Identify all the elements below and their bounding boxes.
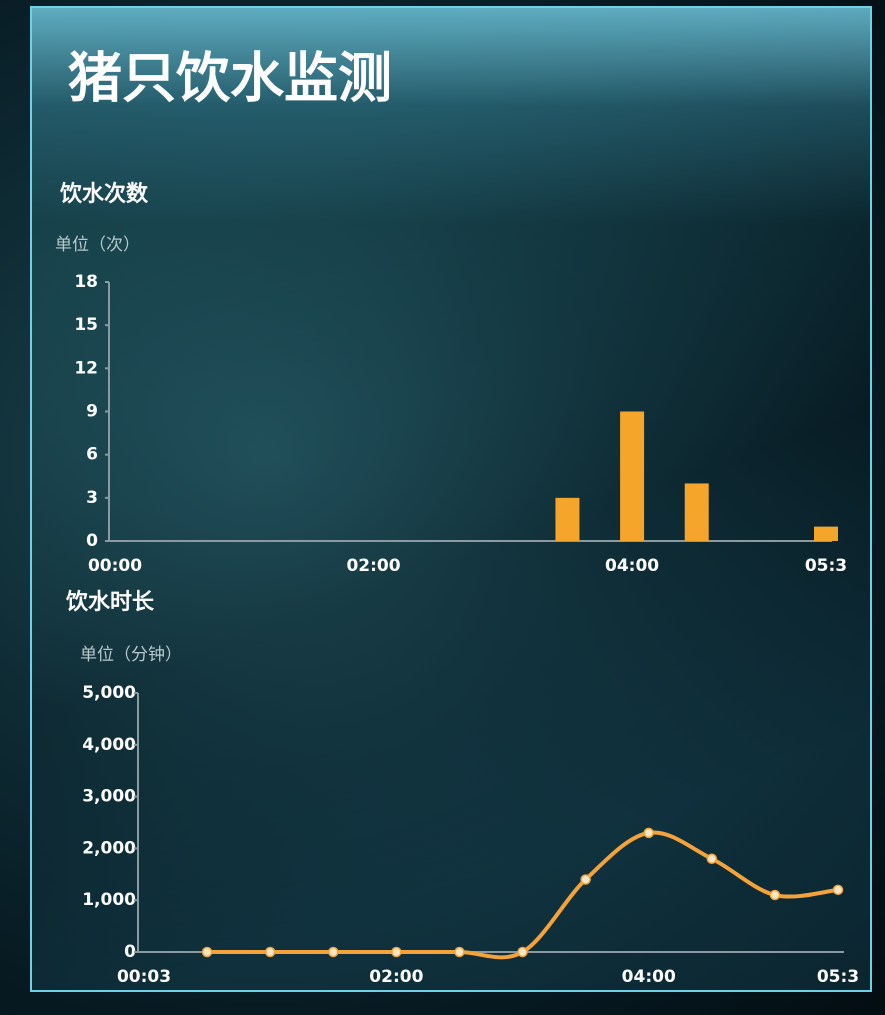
x-tick-label: 02:00	[369, 967, 423, 987]
line-point	[328, 946, 339, 958]
line-point	[769, 889, 781, 901]
chart-title: 饮水次数	[59, 181, 149, 207]
x-tick-label: 02:00	[346, 556, 400, 576]
y-tick-label: 2,000	[82, 838, 136, 858]
y-tick-label: 6	[86, 445, 98, 465]
line-point	[517, 946, 528, 958]
y-tick-label: 3,000	[82, 787, 136, 807]
y-tick-label: 5,000	[82, 683, 136, 703]
bar	[555, 497, 580, 541]
page-title: 猪只饮水监测	[68, 47, 392, 110]
x-tick-label: 04:00	[622, 967, 676, 987]
line-point	[832, 884, 844, 896]
y-tick-label: 0	[86, 531, 98, 551]
line-point	[643, 827, 654, 839]
chart-title: 饮水时长	[65, 590, 155, 615]
line-point	[706, 853, 718, 865]
line-series	[207, 830, 839, 960]
y-axis-label: 单位（次）	[55, 235, 140, 255]
y-tick-label: 9	[86, 402, 98, 422]
line-point	[454, 946, 465, 958]
x-tick-label: 00:00	[88, 556, 142, 576]
y-tick-label: 3	[86, 488, 98, 508]
y-tick-label: 15	[74, 315, 98, 335]
y-tick-label: 4,000	[82, 735, 136, 755]
panel-frame	[30, 6, 872, 992]
line-point	[264, 946, 276, 958]
x-tick-label: 00:03	[117, 967, 171, 987]
y-tick-label: 0	[124, 942, 136, 962]
line-point	[201, 946, 213, 958]
bar	[620, 411, 645, 541]
line-point	[391, 946, 402, 958]
x-tick-label: 05:3	[817, 967, 859, 987]
bar	[814, 526, 838, 541]
line-point	[580, 874, 591, 885]
y-axis-label: 单位（分钟）	[80, 645, 182, 665]
x-tick-label: 04:00	[605, 556, 659, 576]
y-tick-label: 12	[74, 358, 98, 378]
y-tick-label: 18	[74, 272, 98, 292]
y-tick-label: 1,000	[82, 890, 136, 910]
bar	[684, 483, 709, 541]
x-tick-label: 05:3	[805, 556, 847, 576]
